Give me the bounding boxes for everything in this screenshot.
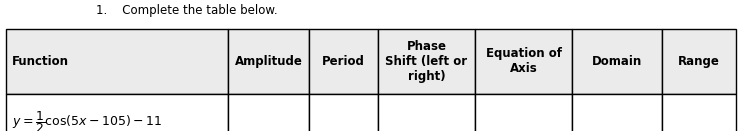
Text: Period: Period — [322, 55, 365, 68]
Bar — [378, 94, 475, 131]
Bar — [227, 94, 310, 131]
Text: Equation of
Axis: Equation of Axis — [486, 47, 562, 75]
Bar — [475, 29, 572, 94]
Bar — [572, 29, 662, 94]
Bar — [572, 94, 662, 131]
Text: Amplitude: Amplitude — [235, 55, 302, 68]
Bar — [378, 29, 475, 94]
Text: Function: Function — [12, 55, 69, 68]
Text: Phase
Shift (left or
right): Phase Shift (left or right) — [385, 40, 468, 83]
Bar — [310, 94, 378, 131]
Text: Range: Range — [678, 55, 720, 68]
Bar — [227, 29, 310, 94]
Text: 1.    Complete the table below.: 1. Complete the table below. — [96, 4, 278, 17]
Text: $y = \dfrac{1}{2}\mathrm{cos}(5x - 105) - 11$: $y = \dfrac{1}{2}\mathrm{cos}(5x - 105) … — [12, 110, 162, 131]
Bar — [662, 29, 736, 94]
Bar — [310, 29, 378, 94]
Bar — [6, 29, 227, 94]
Bar — [475, 94, 572, 131]
Bar — [6, 94, 227, 131]
Bar — [662, 94, 736, 131]
Text: Domain: Domain — [592, 55, 642, 68]
